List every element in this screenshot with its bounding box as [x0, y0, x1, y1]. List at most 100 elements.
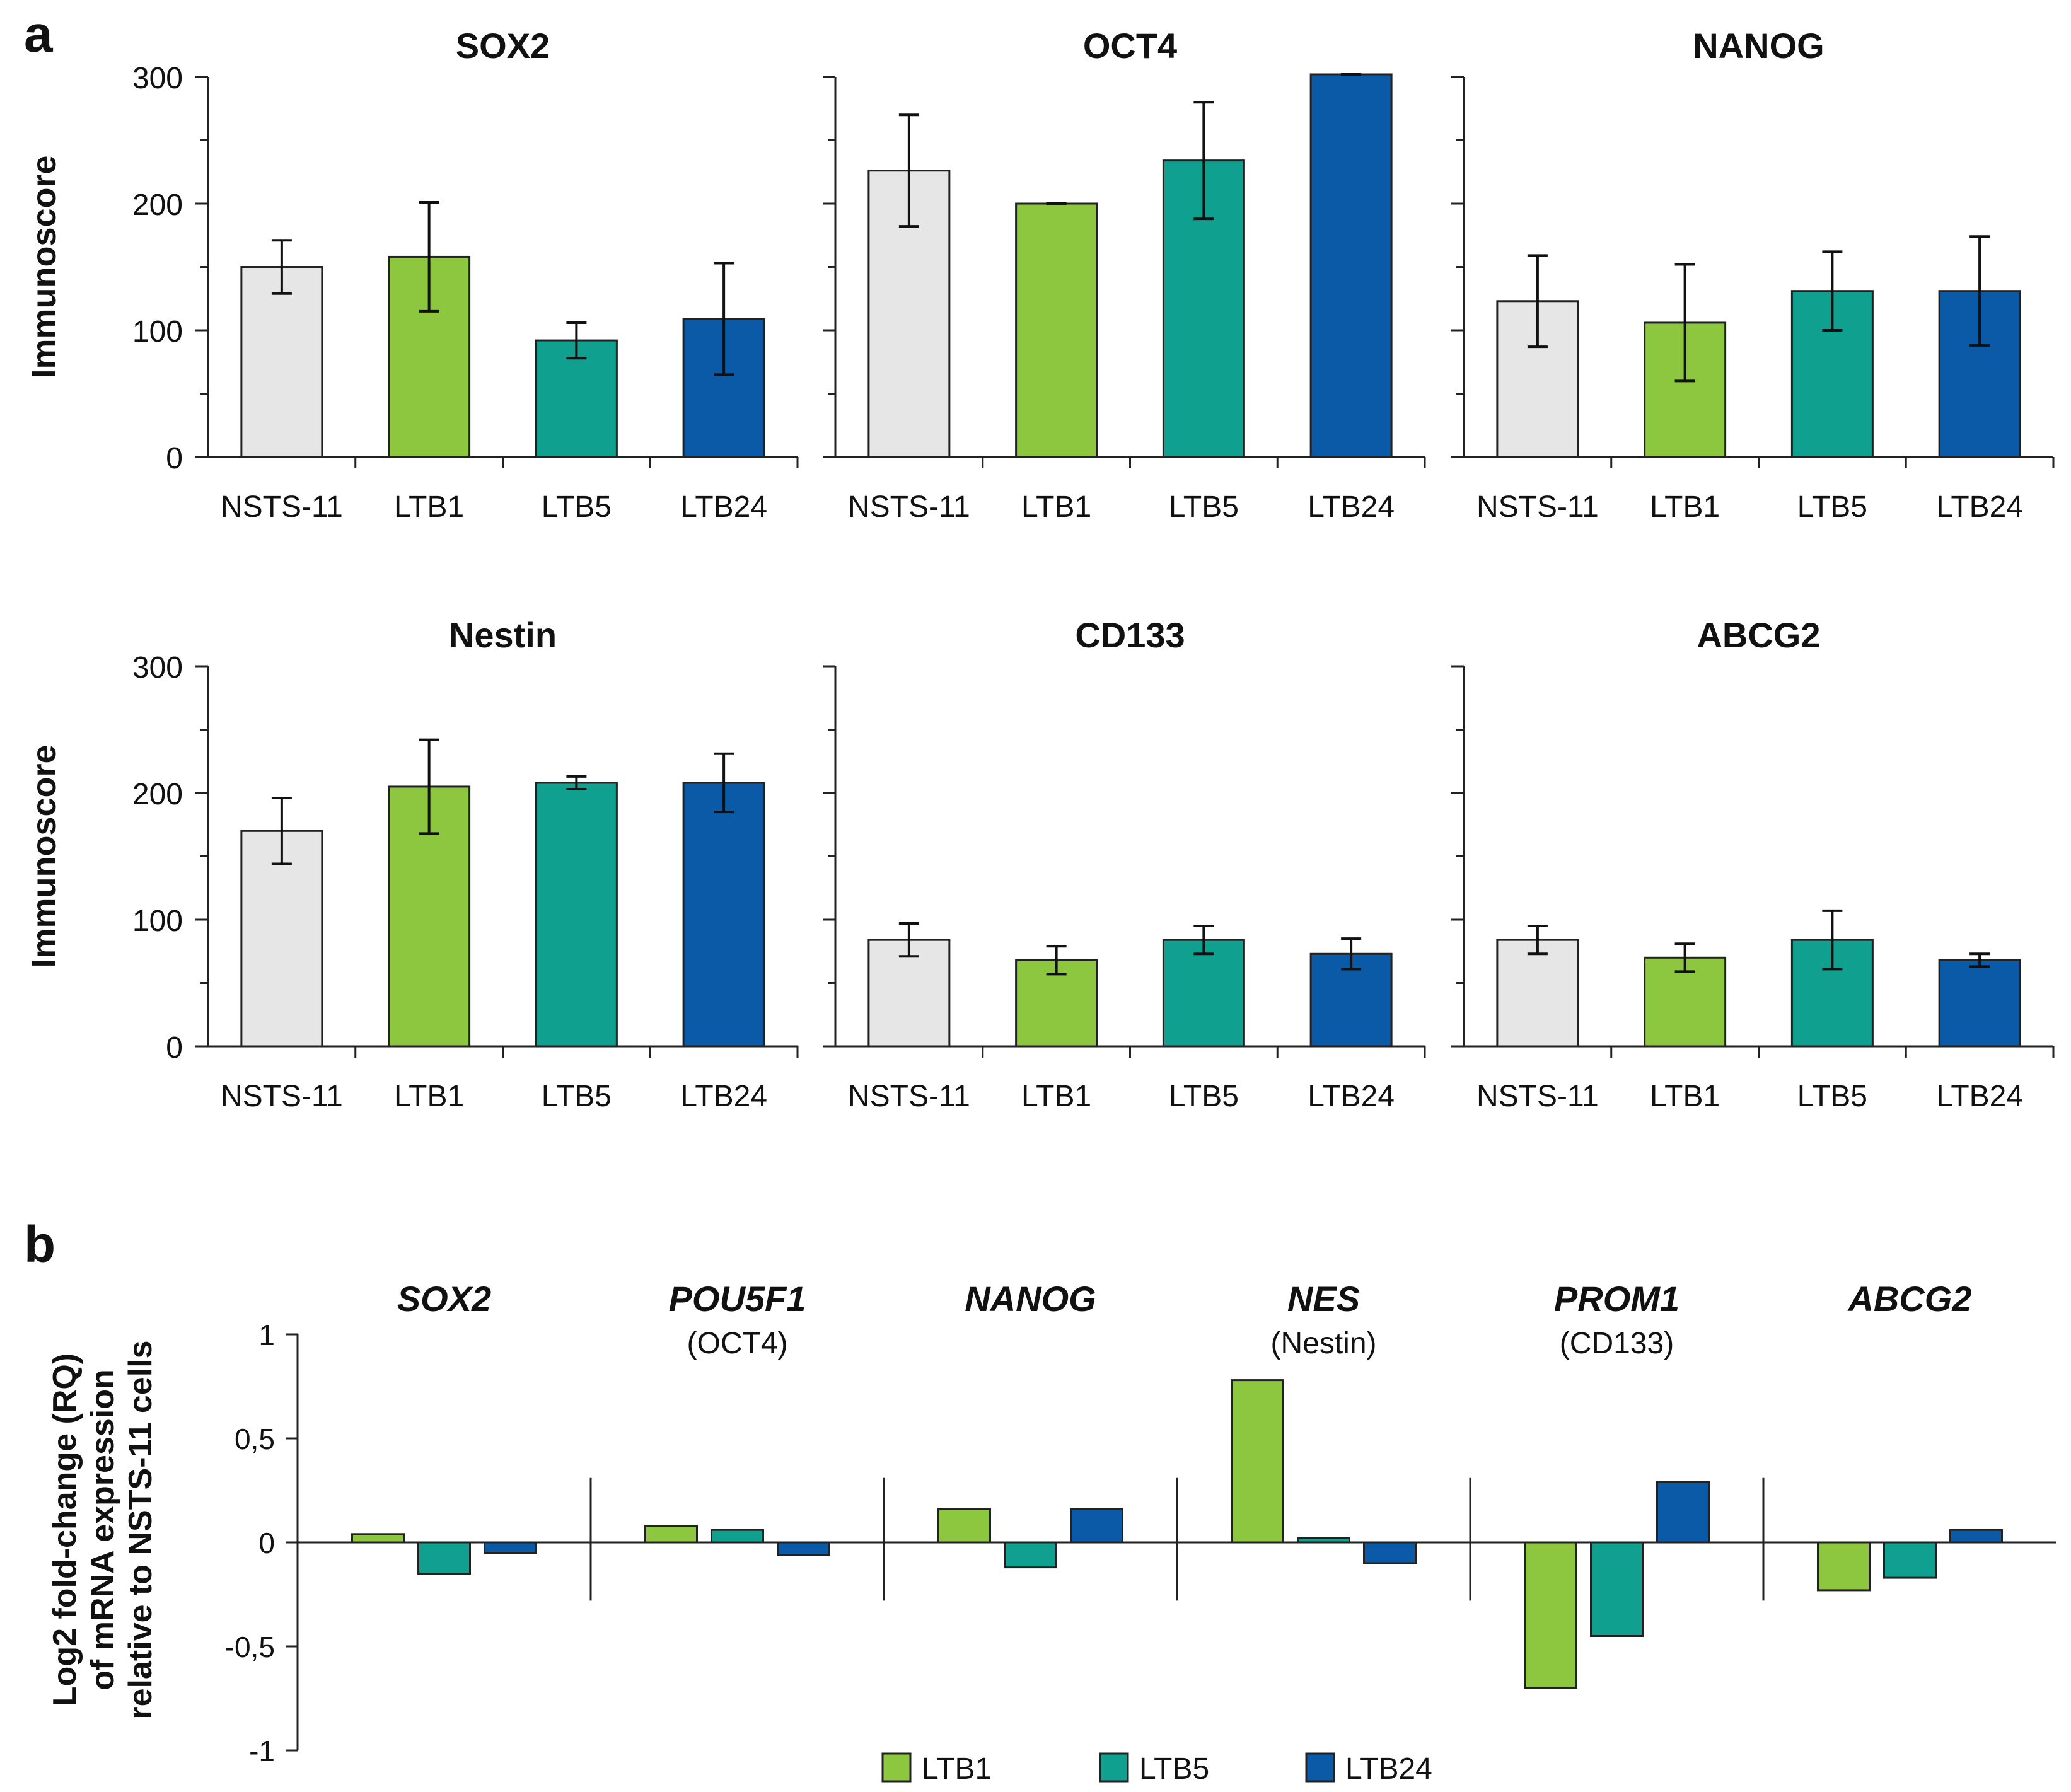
- chart-abcg2: ABCG2 NSTS-11 LTB1 LTB5 LTB24: [1451, 615, 2055, 1113]
- legend-label: LTB5: [1139, 1752, 1209, 1786]
- x-tick-label: LTB5: [542, 490, 612, 524]
- y-tick-label: 0: [258, 1527, 275, 1559]
- bar-ltb1: [644, 1525, 698, 1544]
- gene-label: SOX2: [397, 1279, 491, 1319]
- y-tick-label: 200: [132, 778, 183, 811]
- bar-ltb24: [1656, 1481, 1710, 1544]
- y-tick-label: -0,5: [225, 1631, 275, 1663]
- protein-label: (OCT4): [687, 1327, 788, 1360]
- bar-ltb1: [1817, 1541, 1871, 1592]
- y-axis-label-line: of mRNA expression: [84, 1369, 121, 1691]
- x-tick-label: LTB24: [1936, 490, 2023, 524]
- bar-ltb24: [777, 1541, 830, 1556]
- bar-ltb5: [535, 339, 618, 458]
- bar-ltb24: [682, 782, 765, 1048]
- bar-ltb24: [484, 1541, 537, 1554]
- y-tick-label: 200: [132, 188, 183, 222]
- gene-label: PROM1: [1554, 1279, 1679, 1319]
- panel-label-a: a: [24, 6, 54, 63]
- mrna-expression-chart: -1 -0,5 0 0,5 1 Log2 fold-change (RQ) of mRNA …: [47, 1279, 2056, 1786]
- legend-swatch-ltb24: [1305, 1752, 1335, 1783]
- chart-nestin: Nestin 0 100 200 300 Immunoscore NSTS-11 LTB1 LT…: [25, 615, 799, 1113]
- bar-ltb24: [1363, 1541, 1417, 1564]
- bar-ltb5: [1297, 1537, 1350, 1544]
- panel-label-b: b: [24, 1216, 55, 1273]
- y-tick-label: 100: [132, 315, 183, 349]
- y-tick-label: 1: [258, 1319, 275, 1351]
- y-tick-label: 0,5: [235, 1423, 275, 1455]
- bar-nsts-11: [867, 939, 951, 1048]
- protein-label: (CD133): [1560, 1327, 1674, 1360]
- bar-ltb1: [1015, 202, 1098, 458]
- x-tick-label: NSTS-11: [221, 1080, 343, 1113]
- y-tick-label: 0: [166, 442, 183, 475]
- gene-label: NANOG: [965, 1279, 1096, 1319]
- bar-ltb5: [711, 1529, 764, 1544]
- bar-ltb24: [1949, 1529, 2003, 1544]
- bar-ltb1: [1231, 1379, 1284, 1544]
- chart-title: SOX2: [456, 26, 550, 66]
- bar-nsts-11: [1496, 939, 1579, 1048]
- x-tick-label: NSTS-11: [848, 490, 970, 524]
- legend-label: LTB24: [1345, 1752, 1432, 1786]
- x-tick-label: NSTS-11: [848, 1080, 970, 1113]
- gene-label: ABCG2: [1847, 1279, 1971, 1319]
- x-tick-label: LTB24: [680, 1080, 767, 1113]
- bar-ltb5: [1883, 1541, 1937, 1579]
- gene-label: POU5F1: [669, 1279, 806, 1319]
- x-tick-label: LTB5: [1169, 1080, 1239, 1113]
- x-tick-label: NSTS-11: [1476, 490, 1599, 524]
- bar-ltb5: [1004, 1541, 1057, 1569]
- x-tick-label: LTB5: [1169, 490, 1239, 524]
- y-tick-label: 300: [132, 62, 183, 95]
- x-tick-label: LTB1: [394, 1080, 464, 1113]
- y-axis-label-line: Log2 fold-change (RQ): [47, 1353, 83, 1706]
- x-tick-label: LTB24: [1308, 490, 1395, 524]
- immunoscore-charts: SOX2 0 100 200 300 Immunoscore NSTS-11 LTB1 LTB5…: [25, 26, 2055, 1113]
- x-tick-label: LTB1: [1650, 490, 1720, 524]
- chart-title: Nestin: [449, 615, 557, 655]
- chart-title: CD133: [1075, 615, 1185, 655]
- x-tick-label: NSTS-11: [221, 490, 343, 524]
- bar-ltb1: [1524, 1541, 1577, 1689]
- x-tick-label: LTB24: [1936, 1080, 2023, 1113]
- gene-label: NES: [1287, 1279, 1360, 1319]
- bar-ltb5: [417, 1541, 471, 1575]
- bar-ltb24: [1938, 959, 2021, 1048]
- x-tick-label: LTB1: [1021, 1080, 1091, 1113]
- bar-ltb5: [535, 782, 618, 1048]
- bar-ltb24: [1070, 1508, 1123, 1544]
- chart-nanog: NANOG NSTS-11 LTB1 LTB5 LTB24: [1451, 26, 2055, 524]
- protein-label: (Nestin): [1270, 1327, 1376, 1360]
- y-axis-label-line: relative to NSTS-11 cells: [122, 1340, 159, 1719]
- bar-nsts-11: [240, 830, 323, 1048]
- chart-title: NANOG: [1693, 26, 1824, 66]
- y-tick-label: 0: [166, 1031, 183, 1065]
- x-tick-label: LTB1: [1021, 490, 1091, 524]
- legend-label: LTB1: [922, 1752, 992, 1786]
- bar-ltb1: [388, 255, 471, 458]
- x-tick-label: LTB5: [1797, 1080, 1867, 1113]
- chart-sox2: SOX2 0 100 200 300 Immunoscore NSTS-11 LTB1 LTB5…: [25, 26, 799, 524]
- bar-ltb24: [1309, 73, 1393, 458]
- chart-oct4: OCT4 NSTS-11 LTB1 LTB5 LTB24: [823, 26, 1426, 524]
- bar-nsts-11: [240, 266, 323, 458]
- x-tick-label: NSTS-11: [1476, 1080, 1599, 1113]
- y-axis-label: Immunoscore: [25, 155, 63, 378]
- chart-title: ABCG2: [1697, 615, 1820, 655]
- y-axis-label: Immunoscore: [25, 744, 63, 968]
- y-tick-label: -1: [249, 1735, 275, 1767]
- x-tick-label: LTB24: [1308, 1080, 1395, 1113]
- x-tick-label: LTB5: [1797, 490, 1867, 524]
- y-tick-label: 300: [132, 651, 183, 685]
- bar-ltb5: [1590, 1541, 1644, 1637]
- bar-ltb5: [1162, 939, 1245, 1048]
- bar-ltb1: [937, 1508, 991, 1544]
- x-tick-label: LTB1: [1650, 1080, 1720, 1113]
- x-tick-label: LTB1: [394, 490, 464, 524]
- bar-ltb1: [351, 1533, 405, 1544]
- x-tick-label: LTB24: [680, 490, 767, 524]
- legend-swatch-ltb1: [881, 1752, 912, 1783]
- y-tick-label: 100: [132, 905, 183, 938]
